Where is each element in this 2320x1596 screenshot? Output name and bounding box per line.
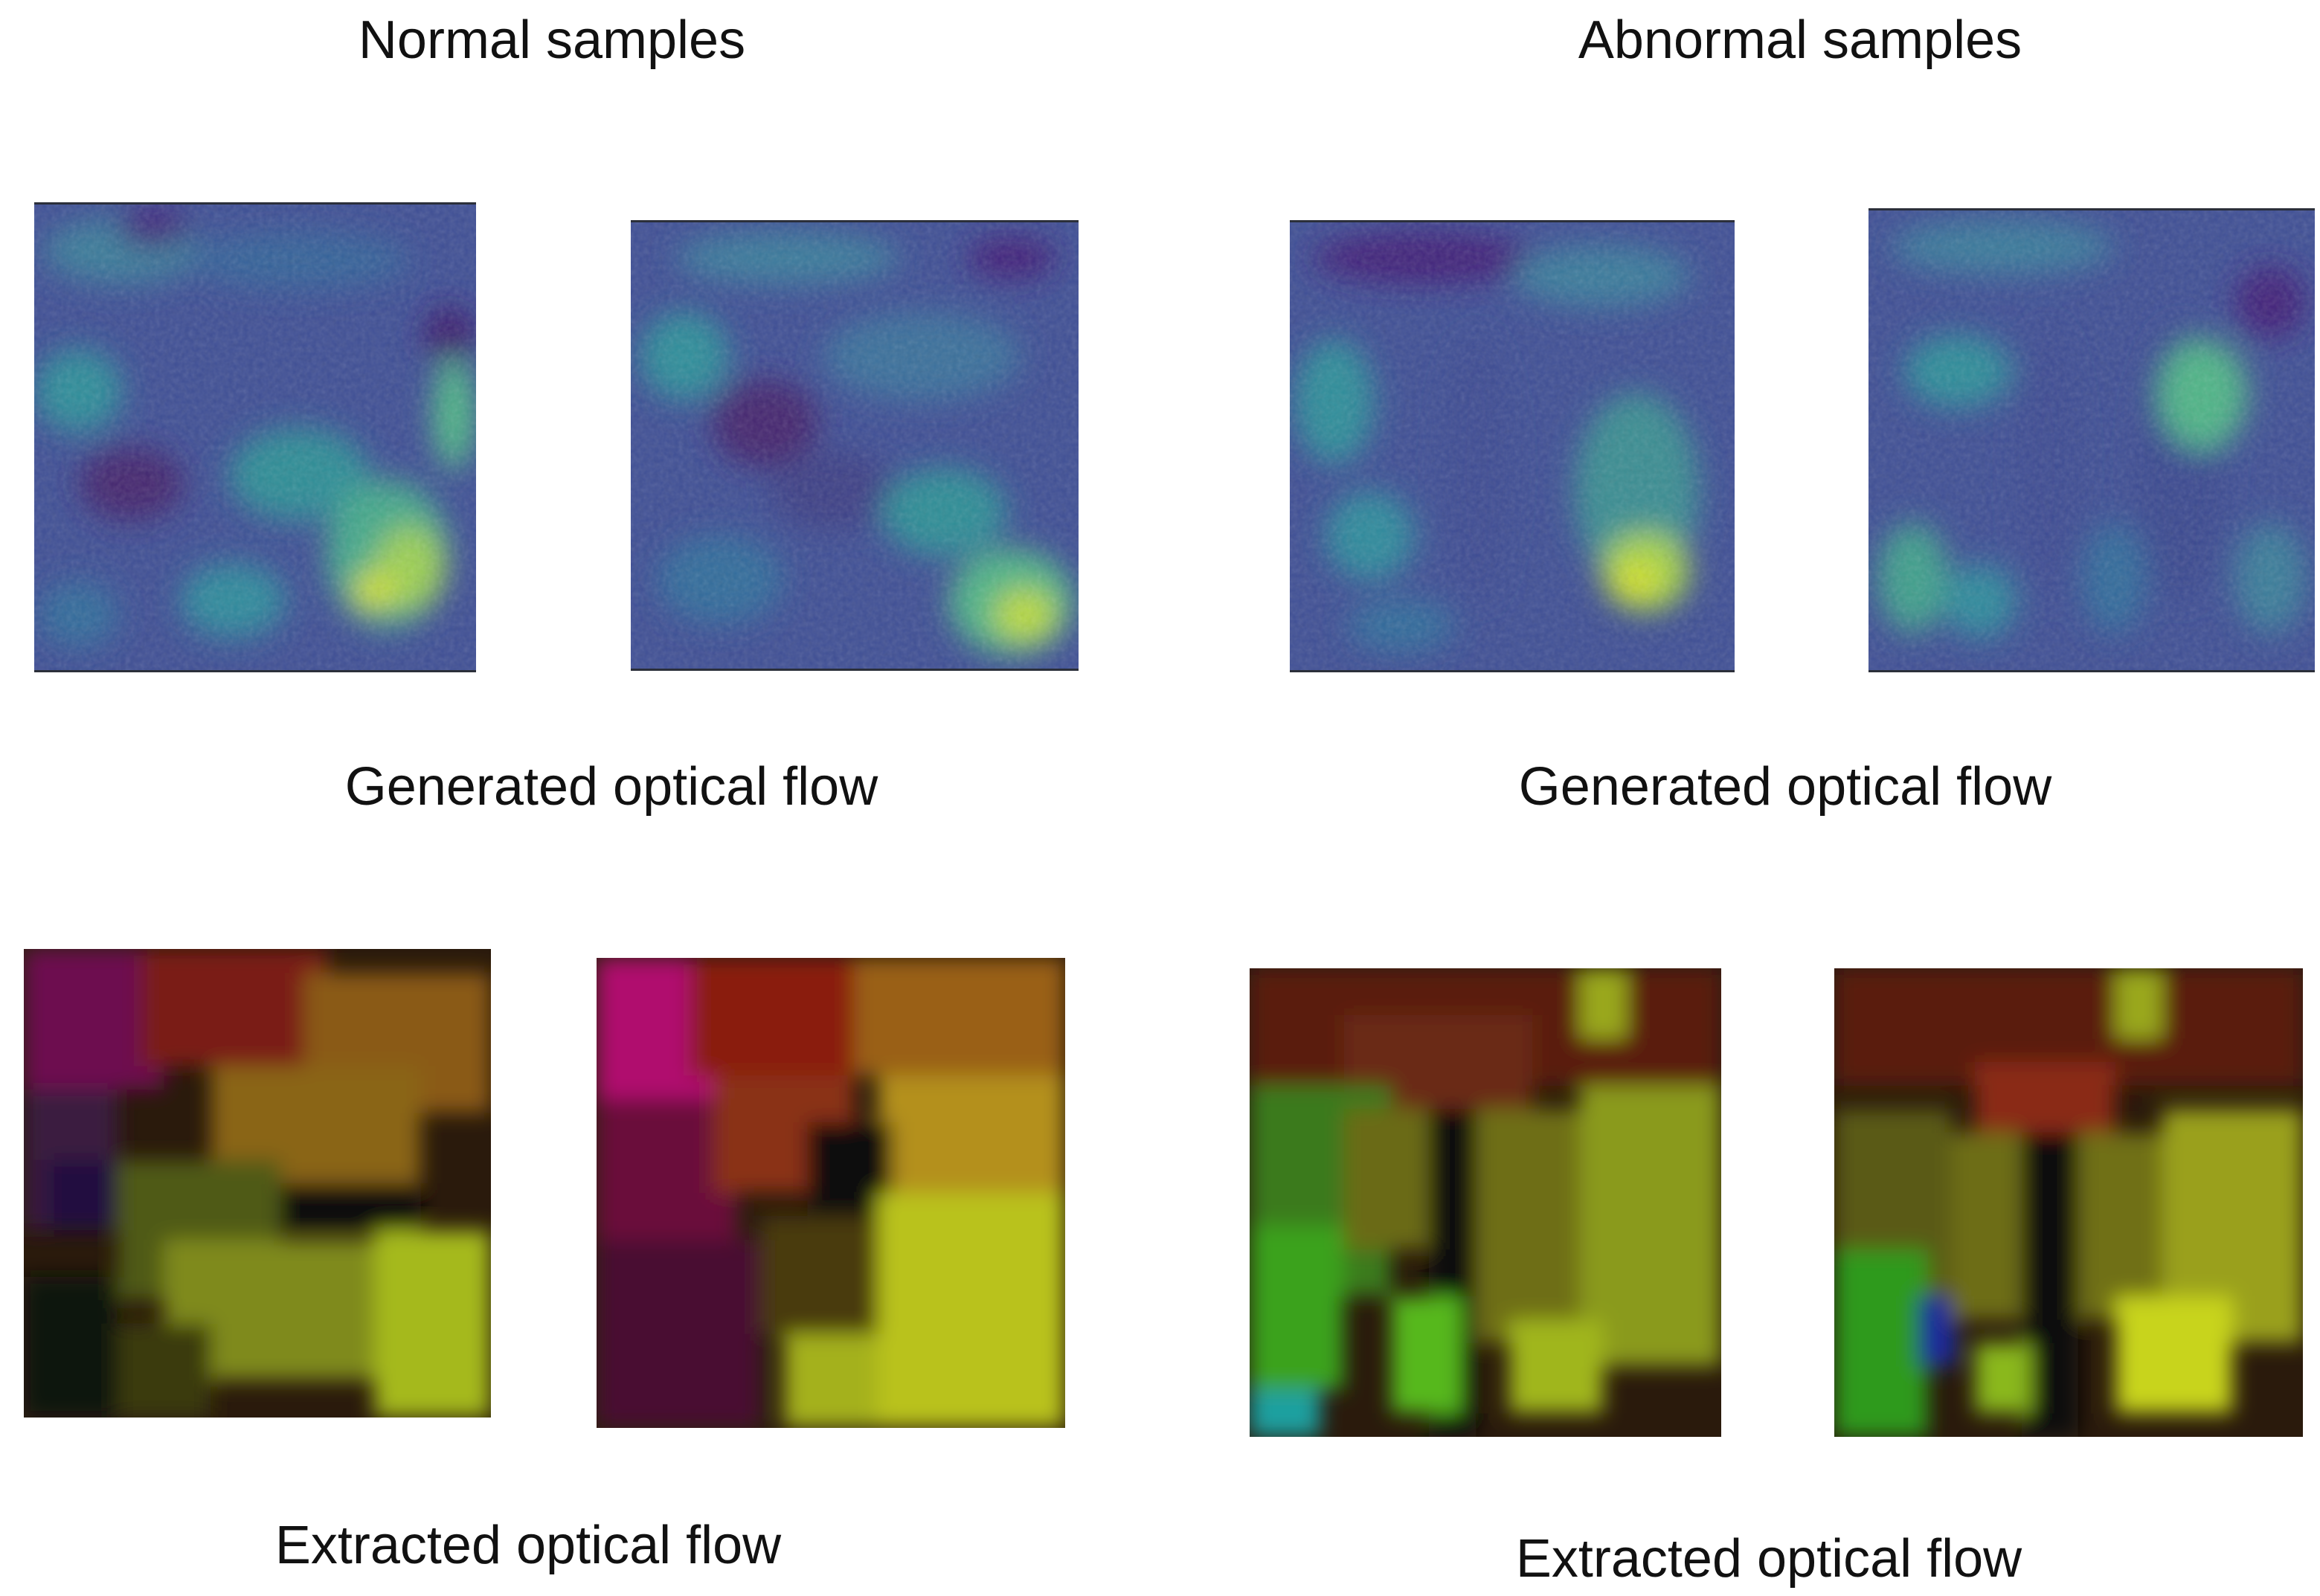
normal-extracted-flow-image-2 <box>597 958 1065 1428</box>
normal-samples-heading: Normal samples <box>358 10 746 70</box>
abnormal-extracted-flow-image-1 <box>1250 968 1721 1437</box>
abnormal-samples-heading: Abnormal samples <box>1578 10 2022 70</box>
abnormal-extracted-caption: Extracted optical flow <box>1515 1529 2022 1589</box>
abnormal-generated-caption: Generated optical flow <box>1518 757 2052 817</box>
normal-extracted-flow-image-1 <box>24 949 491 1418</box>
normal-extracted-caption: Extracted optical flow <box>274 1516 782 1575</box>
normal-generated-flow-image-2 <box>631 220 1079 671</box>
normal-generated-caption: Generated optical flow <box>344 757 878 817</box>
abnormal-generated-flow-image-1 <box>1290 220 1735 672</box>
normal-generated-flow-image-1 <box>34 202 476 672</box>
abnormal-extracted-flow-image-2 <box>1834 968 2303 1437</box>
abnormal-generated-flow-image-2 <box>1868 208 2315 672</box>
